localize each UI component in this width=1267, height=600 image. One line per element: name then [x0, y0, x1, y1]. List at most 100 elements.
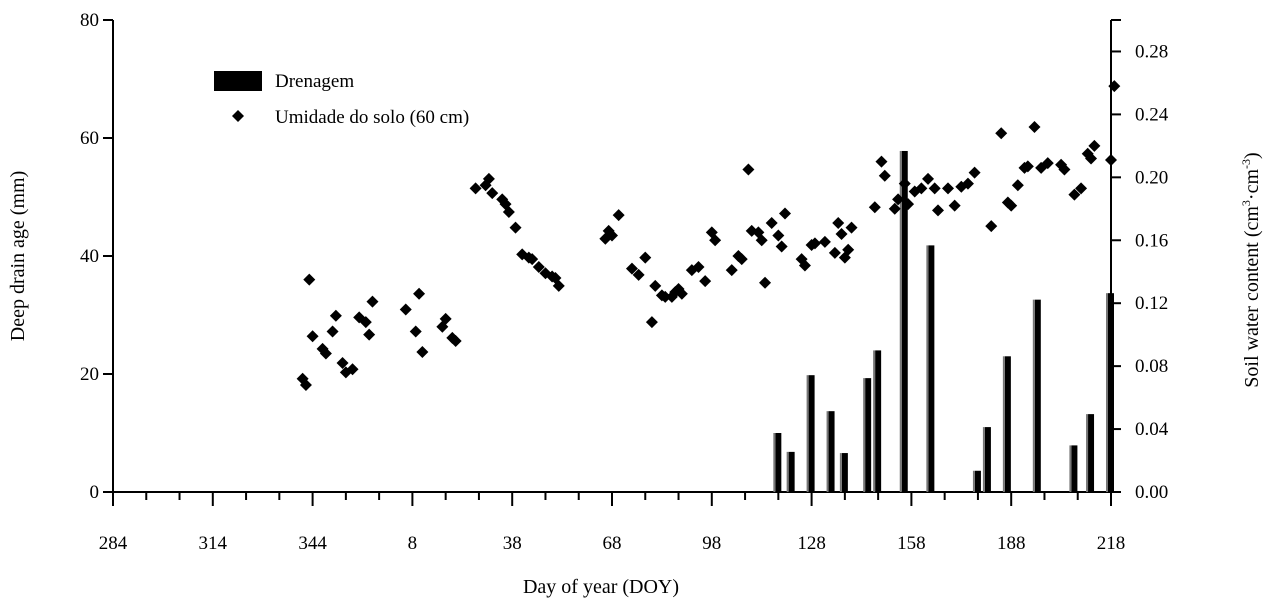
y-left-tick-label: 40 — [80, 246, 99, 267]
y-right-tick-label: 0.20 — [1135, 167, 1168, 188]
soil-moisture-point — [692, 261, 705, 274]
y-right-tick-label: 0.12 — [1135, 293, 1168, 314]
soil-moisture-point — [1011, 179, 1024, 192]
drainage-bar-shade — [1069, 445, 1072, 492]
x-tick-label: 98 — [702, 533, 721, 554]
soil-moisture-point — [526, 253, 539, 266]
soil-moisture-point — [1058, 163, 1071, 176]
soil-moisture-point — [892, 193, 905, 206]
soil-moisture-point — [359, 316, 372, 329]
drainage-bar — [826, 411, 835, 492]
soil-moisture-point — [772, 229, 785, 242]
soil-moisture-point — [742, 163, 755, 176]
drainage-bar-fill — [1108, 293, 1114, 492]
soil-moisture-point — [995, 127, 1008, 140]
y-axis-label-right: Soil water content (cm3·cm-3) — [1239, 152, 1263, 387]
soil-moisture-point — [808, 237, 821, 250]
drainage-bar — [773, 433, 782, 492]
drainage-bar-fill — [875, 350, 882, 492]
soil-moisture-point — [612, 209, 625, 222]
soil-moisture-point — [482, 172, 495, 185]
soil-moisture-point — [1005, 199, 1018, 212]
soil-moisture-point — [639, 251, 652, 264]
soil-moisture-point — [878, 169, 891, 182]
soil-moisture-point — [845, 221, 858, 234]
drainage-bar-fill — [1088, 414, 1095, 492]
drainage-bar — [1106, 293, 1114, 492]
drainage-bar-fill — [865, 378, 872, 492]
soil-moisture-point — [486, 187, 499, 200]
drainage-bar-fill — [901, 150, 908, 493]
drainage-bar-shade — [1032, 299, 1035, 492]
legend-bar-swatch — [214, 71, 262, 91]
y-left-tick-label: 0 — [90, 482, 100, 503]
y-right-tick-label: 0.16 — [1135, 230, 1168, 251]
drainage-bar — [873, 350, 882, 492]
soil-moisture-point — [306, 330, 319, 343]
soil-moisture-point — [1028, 120, 1041, 133]
drainage-bar-fill — [775, 433, 782, 492]
soil-moisture-point — [828, 246, 841, 259]
drainage-bar-shade — [873, 350, 876, 492]
soil-moisture-point — [818, 235, 831, 248]
drainage-bar-shade — [972, 470, 975, 492]
drainage-bar — [1069, 445, 1078, 492]
legend: Drenagem Umidade do solo (60 cm) — [214, 71, 469, 128]
soil-moisture-point — [649, 279, 662, 292]
drainage-bar — [982, 427, 991, 492]
drainage-bar — [899, 150, 908, 493]
drainage-bar-fill — [1034, 299, 1041, 492]
drainage-bar-shade — [839, 453, 842, 492]
soil-moisture-point — [755, 234, 768, 247]
soil-moisture-point — [659, 290, 672, 303]
soil-moisture-point — [868, 201, 881, 214]
x-tick-label: 128 — [797, 533, 826, 554]
x-axis-label: Day of year (DOY) — [523, 576, 679, 598]
drainage-bar-shade — [826, 411, 829, 492]
soil-moisture-point — [299, 379, 312, 392]
soil-moisture-point — [409, 325, 422, 338]
soil-moisture-point — [303, 273, 316, 286]
drainage-bar-shade — [982, 427, 985, 492]
soil-moisture-point — [509, 221, 522, 234]
soil-moisture-point — [469, 182, 482, 195]
legend-label-umidade: Umidade do solo (60 cm) — [275, 107, 469, 128]
drainage-bar — [1032, 299, 1041, 492]
soil-moisture-point — [606, 229, 618, 242]
soil-moisture-point — [346, 363, 359, 376]
soil-moisture-point — [735, 253, 748, 266]
soil-moisture-point — [888, 202, 901, 215]
y-right-tick-label: 0.24 — [1135, 104, 1169, 125]
soil-moisture-point — [326, 325, 339, 338]
drainage-bar — [1002, 356, 1011, 492]
soil-moisture-point — [932, 204, 945, 217]
drainage-bar — [972, 470, 981, 492]
drainage-bar-shade — [806, 375, 809, 492]
soil-moisture-point — [775, 240, 788, 253]
x-tick-label: 68 — [603, 533, 622, 554]
soil-moisture-point — [1088, 139, 1101, 152]
soil-moisture-point — [842, 243, 855, 256]
y-left-tick-label: 80 — [80, 10, 99, 31]
drainage-bar-fill — [788, 451, 795, 492]
soil-moisture-point — [928, 182, 941, 195]
drainage-bars — [773, 150, 1114, 493]
soil-moisture-point — [699, 275, 712, 288]
drainage-bar — [806, 375, 815, 492]
x-tick-label: 38 — [503, 533, 522, 554]
drainage-bar-shade — [1106, 293, 1108, 492]
soil-moisture-point — [832, 216, 845, 229]
soil-moisture-point — [875, 155, 888, 168]
soil-moisture-point — [319, 347, 332, 360]
legend-label-drenagem: Drenagem — [275, 71, 354, 92]
soil-moisture-point — [709, 234, 722, 247]
y-left-tick-label: 20 — [80, 364, 99, 385]
drainage-bar — [863, 378, 872, 492]
soil-moisture-point — [366, 295, 379, 308]
drainage-bar-shade — [926, 245, 929, 492]
soil-moisture-point — [532, 261, 545, 274]
drainage-bar-shade — [786, 451, 789, 492]
drainage-bar-shade — [1002, 356, 1005, 492]
x-tick-label: 158 — [897, 533, 926, 554]
